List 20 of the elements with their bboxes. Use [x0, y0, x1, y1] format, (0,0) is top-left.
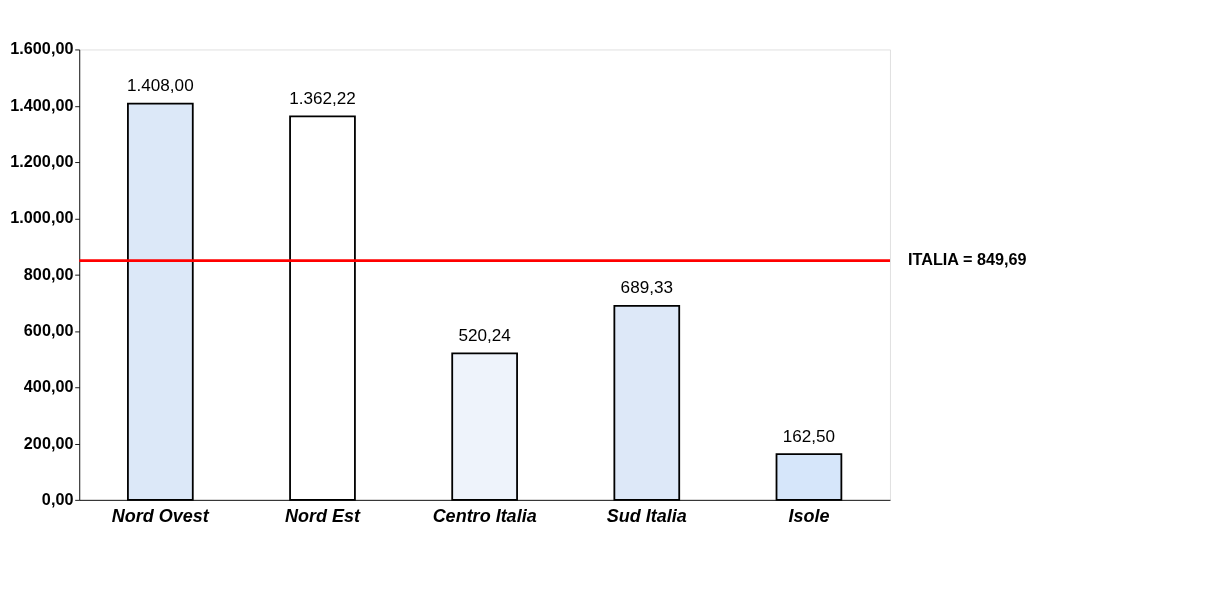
x-tick-label: Sud Italia: [606, 505, 687, 526]
y-tick-label: 400,00: [23, 377, 74, 396]
y-tick-label: 200,00: [23, 433, 74, 452]
x-tick-label: Nord Ovest: [111, 505, 210, 526]
data-label: 1.408,00: [127, 75, 194, 95]
y-tick-label: 600,00: [23, 320, 74, 339]
x-tick-label: Centro Italia: [432, 505, 537, 526]
data-label: 1.362,22: [289, 88, 356, 108]
y-tick-label: 800,00: [23, 264, 74, 283]
y-tick-label: 1.200,00: [10, 152, 74, 171]
x-tick-label: Nord Est: [284, 505, 361, 526]
y-tick-label: 1.000,00: [10, 208, 74, 227]
ref-line-label: ITALIA = 849,69: [908, 250, 1027, 269]
data-label: 520,24: [458, 325, 512, 345]
y-tick-label: 1.600,00: [10, 39, 74, 58]
data-label: 162,50: [782, 426, 836, 446]
data-label: 689,33: [620, 278, 673, 298]
y-tick-label: 1.400,00: [10, 95, 74, 114]
x-tick-label: Isole: [788, 505, 830, 526]
y-tick-label: 0,00: [41, 489, 74, 508]
